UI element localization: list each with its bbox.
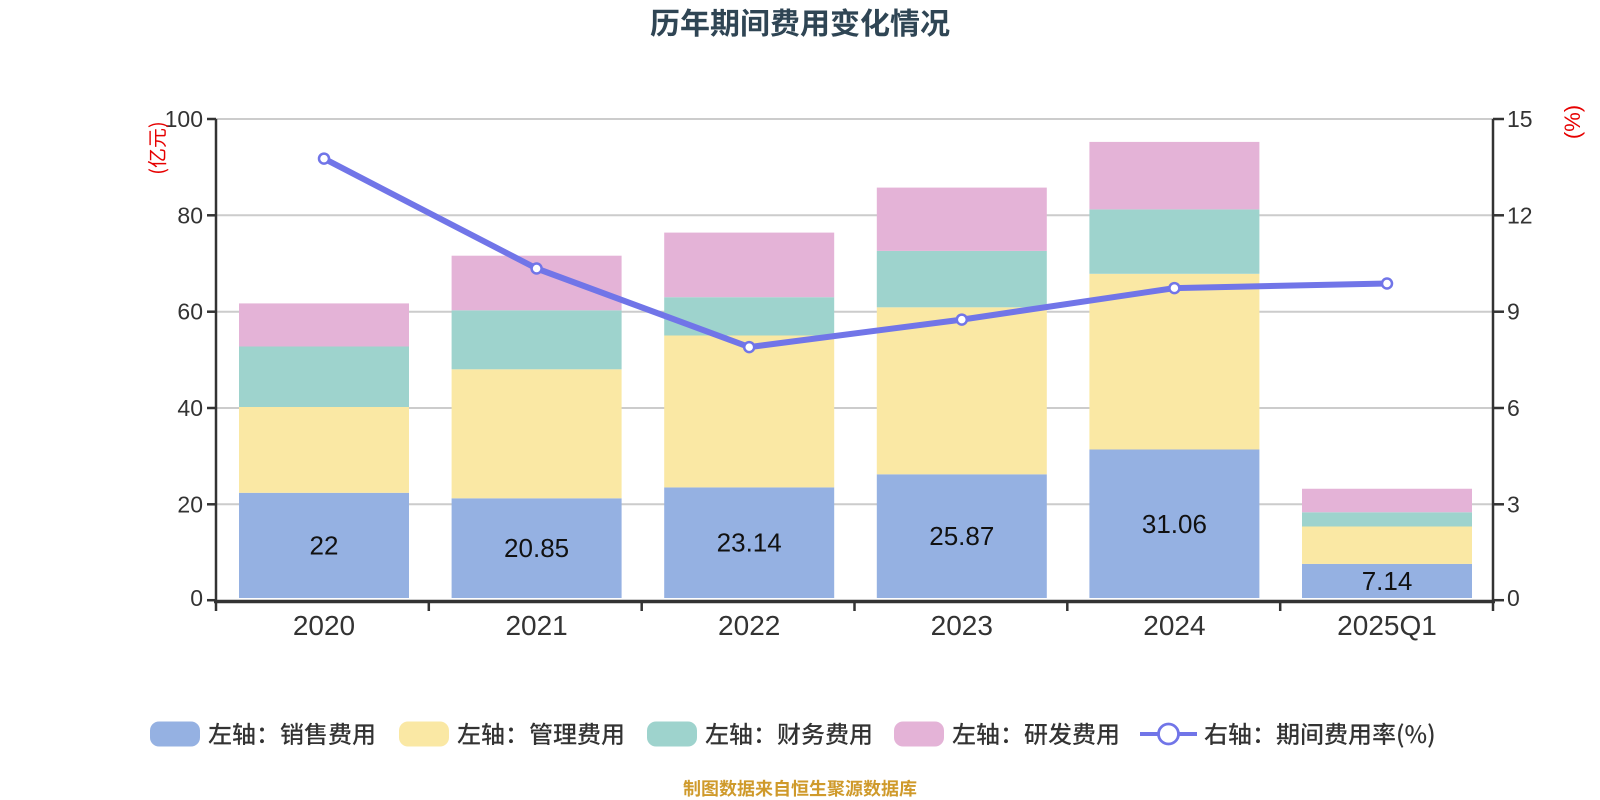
svg-text:20.85: 20.85 [504, 533, 569, 563]
svg-text:25.87: 25.87 [929, 521, 994, 551]
svg-text:2022: 2022 [718, 610, 780, 641]
svg-text:7.14: 7.14 [1362, 566, 1413, 596]
svg-text:2020: 2020 [293, 610, 355, 641]
svg-text:12: 12 [1507, 202, 1533, 228]
svg-text:100: 100 [165, 106, 203, 132]
svg-text:20: 20 [177, 491, 203, 517]
svg-text:(%): (%) [1560, 105, 1585, 139]
svg-text:2025Q1: 2025Q1 [1337, 610, 1437, 641]
svg-text:2021: 2021 [505, 610, 567, 641]
svg-text:6: 6 [1507, 395, 1520, 421]
svg-text:31.06: 31.06 [1142, 509, 1207, 539]
svg-text:15: 15 [1507, 106, 1533, 132]
svg-text:80: 80 [177, 202, 203, 228]
svg-text:40: 40 [177, 395, 203, 421]
svg-text:2023: 2023 [931, 610, 993, 641]
svg-text:0: 0 [1507, 585, 1520, 611]
svg-text:22: 22 [310, 530, 339, 560]
svg-text:3: 3 [1507, 491, 1520, 517]
svg-text:2024: 2024 [1143, 610, 1205, 641]
svg-text:23.14: 23.14 [717, 528, 782, 558]
svg-text:9: 9 [1507, 299, 1520, 325]
svg-text:60: 60 [177, 299, 203, 325]
svg-text:0: 0 [190, 585, 203, 611]
